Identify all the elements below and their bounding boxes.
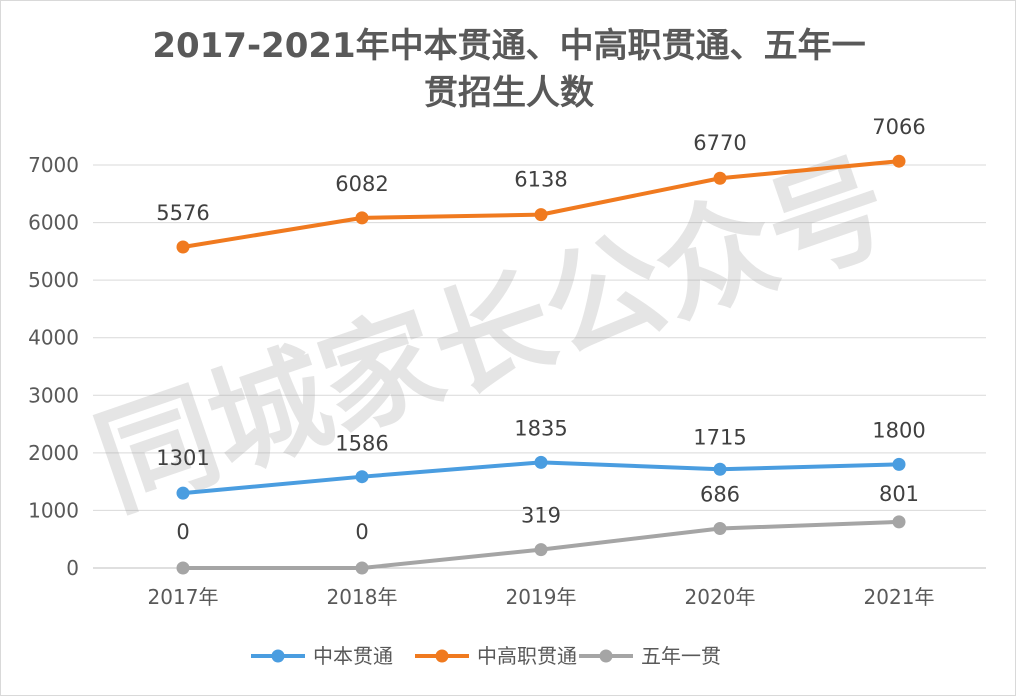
y-tick-label: 3000 [28,383,79,407]
data-label: 1835 [514,416,567,440]
series-0-point [355,470,369,484]
y-tick-label: 2000 [28,441,79,465]
legend-item: 五年一贯 [579,644,721,668]
y-tick-label: 1000 [28,498,79,522]
y-tick-label: 0 [66,556,79,580]
gridlines [93,164,986,569]
series-1-point [355,211,369,225]
series-2-point [176,561,190,575]
data-label: 0 [176,520,189,544]
series-2-point [713,522,727,536]
series-0-point [713,462,727,476]
legend-item: 中本贯通 [251,644,393,668]
legend-item: 中高职贯通 [415,644,577,668]
x-axis-ticks: 2017年 2018年 2019年 2020年 2021年 [148,585,935,609]
legend-label: 中高职贯通 [477,644,577,668]
legend-label: 五年一贯 [641,644,721,668]
data-label: 801 [879,482,919,506]
legend-marker [435,649,449,663]
series-0-point [534,455,548,469]
data-label: 5576 [156,201,209,225]
watermark: 同城家长公众号 [80,135,906,534]
data-label: 7066 [872,115,925,139]
series-2-point [534,543,548,557]
series-0-point [176,486,190,500]
data-label: 1715 [693,425,746,449]
data-labels: 1301 1586 1835 1715 1800 5576 6082 6138 6770 7066… [156,115,925,544]
data-label: 6138 [514,168,567,192]
legend: 中本贯通 中高职贯通 五年一贯 [251,644,721,668]
data-label: 6082 [335,172,388,196]
y-axis-ticks: 0 1000 2000 3000 4000 5000 6000 7000 [28,153,79,580]
series-2-point [892,515,906,529]
data-label: 1586 [335,432,388,456]
y-tick-label: 7000 [28,153,79,177]
y-tick-label: 5000 [28,268,79,292]
x-tick-label: 2021年 [864,585,935,609]
series-1-point [534,208,548,222]
y-tick-label: 6000 [28,211,79,235]
data-label: 1800 [872,418,925,442]
data-label: 319 [521,504,561,528]
legend-marker [599,649,613,663]
series-0-point [892,457,906,471]
chart-title: 2017-2021年中本贯通、中高职贯通、五年一 贯招生人数 [152,26,865,113]
series-1-point [892,154,906,168]
series-lines [176,154,906,575]
series-1-point [713,171,727,185]
x-tick-label: 2019年 [506,585,577,609]
data-label: 6770 [693,131,746,155]
legend-marker [271,649,285,663]
chart-title-line-2: 贯招生人数 [424,73,594,113]
y-tick-label: 4000 [28,326,79,350]
data-label: 686 [700,483,740,507]
series-2-point [355,561,369,575]
x-tick-label: 2018年 [327,585,398,609]
series-1-point [176,240,190,254]
watermark-text: 同城家长公众号 [80,135,906,534]
data-label: 0 [355,520,368,544]
data-label: 1301 [156,446,209,470]
x-tick-label: 2020年 [685,585,756,609]
x-tick-label: 2017年 [148,585,219,609]
legend-label: 中本贯通 [313,644,393,668]
chart-title-line-1: 2017-2021年中本贯通、中高职贯通、五年一 [152,26,865,66]
